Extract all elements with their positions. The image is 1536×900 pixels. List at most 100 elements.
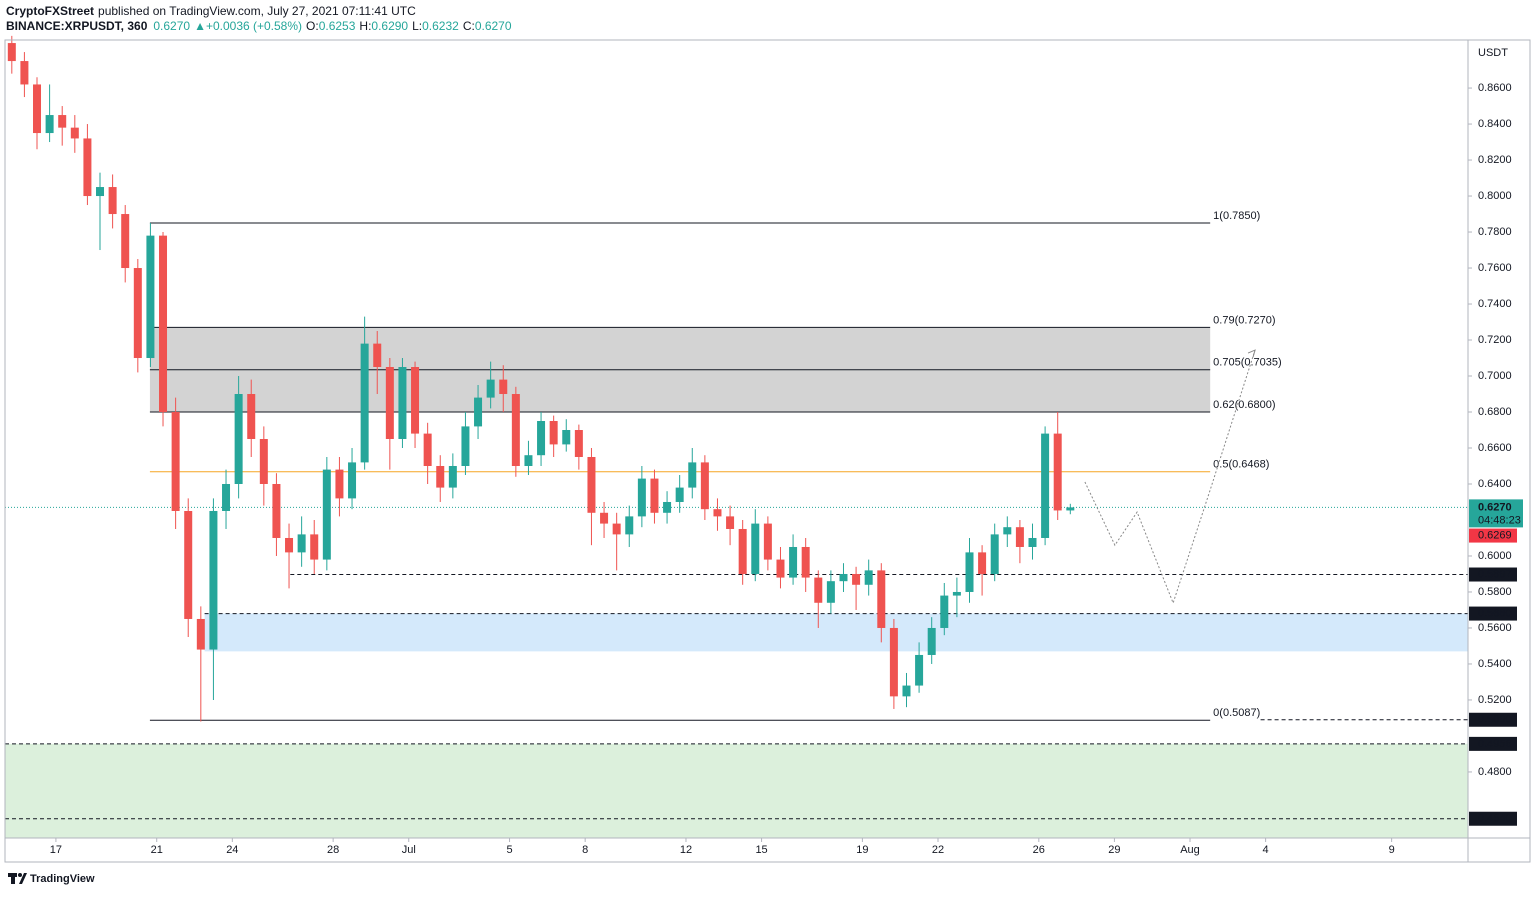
fib-label: 0.5(0.6468) [1213, 459, 1269, 471]
y-tick-label: 0.7200 [1478, 334, 1512, 346]
candle-body [952, 591, 961, 596]
candle-body [121, 214, 130, 269]
candle-body [537, 421, 546, 456]
y-tick-label: 0.7400 [1478, 298, 1512, 310]
publisher: CryptoFXStreet [6, 4, 94, 18]
x-tick-label: 15 [755, 844, 767, 856]
x-tick-label: 29 [1108, 844, 1120, 856]
candle-body [373, 343, 382, 368]
y-tick-label: 0.4800 [1478, 766, 1512, 778]
candle-body [763, 523, 772, 560]
candle-body [965, 552, 974, 592]
x-tick-label: 21 [151, 844, 163, 856]
candle-body [940, 595, 949, 628]
support-badge [1469, 811, 1517, 826]
candle-body [486, 379, 495, 398]
h-label: H: [359, 19, 371, 33]
o-value: 0.6253 [319, 19, 356, 33]
candle-body [915, 654, 924, 686]
candle-body [650, 478, 659, 513]
last: 0.6270 [153, 19, 190, 33]
x-tick-label: 26 [1033, 844, 1045, 856]
candle-body [801, 546, 810, 578]
l-label: L: [412, 19, 422, 33]
candle-body [978, 552, 987, 574]
projection-arrow [1247, 349, 1256, 358]
y-tick-label: 0.8000 [1478, 190, 1512, 202]
candle-body [33, 84, 42, 134]
candle-body [423, 433, 432, 466]
candle-body [1028, 537, 1037, 547]
candle-body [574, 430, 583, 457]
candle-body [1066, 507, 1075, 511]
candle-body [247, 394, 256, 439]
candle-body [675, 487, 684, 502]
candle-body [1041, 433, 1050, 538]
candle-body [45, 115, 54, 134]
c-value: 0.6270 [475, 19, 512, 33]
h-value: 0.6290 [371, 19, 408, 33]
candle-body [1003, 527, 1012, 535]
candle-body [549, 421, 558, 445]
candle-body [297, 534, 306, 553]
candle-body [864, 570, 873, 585]
candle-body [499, 379, 508, 395]
brand: TradingView [30, 873, 95, 885]
x-tick-label: 8 [582, 844, 588, 856]
candle-body [335, 469, 344, 499]
y-tick-label: 0.5400 [1478, 658, 1512, 670]
support-badge [1469, 712, 1517, 727]
x-tick-label: 24 [226, 844, 238, 856]
candle-body [222, 483, 231, 511]
x-tick-label: 5 [506, 844, 512, 856]
candle-body [436, 465, 445, 488]
candle-body [688, 462, 697, 488]
price-badge [1469, 499, 1523, 528]
candle-body [751, 523, 760, 574]
candle-body [360, 343, 369, 463]
zone [5, 743, 1468, 838]
candle-body [889, 627, 898, 697]
y-tick-label: 0.5600 [1478, 622, 1512, 634]
x-tick-label: 19 [856, 844, 868, 856]
change: ▲+0.0036 (+0.58%) [194, 19, 302, 33]
x-tick-label: 22 [932, 844, 944, 856]
candle-body [562, 430, 571, 445]
candle-body [385, 367, 394, 439]
candle-body [234, 394, 243, 484]
y-tick-label: 0.5800 [1478, 586, 1512, 598]
y-tick-label: 0.7000 [1478, 370, 1512, 382]
y-tick-label: 0.6400 [1478, 478, 1512, 490]
fib-label: 0.79(0.7270) [1213, 314, 1275, 326]
support-badge-label: 0.5090 [1478, 714, 1512, 726]
logo: TradingView [8, 873, 95, 885]
plot: 1(0.7850) 0.79(0.7270) 0.705(0.7035) 0.62(0… [5, 35, 1468, 838]
candle-body [726, 516, 735, 529]
header-line-2: BINANCE:XRPUSDT, 360 0.6270 ▲+0.0036 (+0.5… [6, 19, 512, 33]
candle-body [159, 235, 168, 413]
candle-body [474, 397, 483, 427]
candle-body [663, 501, 672, 513]
candle-body [7, 43, 16, 62]
support-badge [1469, 567, 1517, 582]
x-tick-label: 12 [680, 844, 692, 856]
candle-body [259, 439, 268, 484]
x-tick-label: Jul [402, 844, 416, 856]
header-line-1: CryptoFXStreet published on TradingView.c… [6, 4, 416, 18]
x-tick-label: 4 [1263, 844, 1269, 856]
candle-body [612, 523, 621, 535]
support-badge-label: 0.4540 [1478, 813, 1512, 825]
frame [4, 39, 1531, 863]
y-tick-label: 0.8600 [1478, 82, 1512, 94]
y-tick-label: 0.6800 [1478, 406, 1512, 418]
candle-body [133, 268, 142, 359]
x-tick-label: 9 [1389, 844, 1395, 856]
candle-body [902, 685, 911, 697]
candle-body [738, 528, 747, 574]
candle-body [411, 367, 420, 434]
candle-body [839, 573, 848, 582]
y-tick-label: 0.8400 [1478, 118, 1512, 130]
candle-body [877, 570, 886, 628]
support-badge [1469, 606, 1517, 621]
